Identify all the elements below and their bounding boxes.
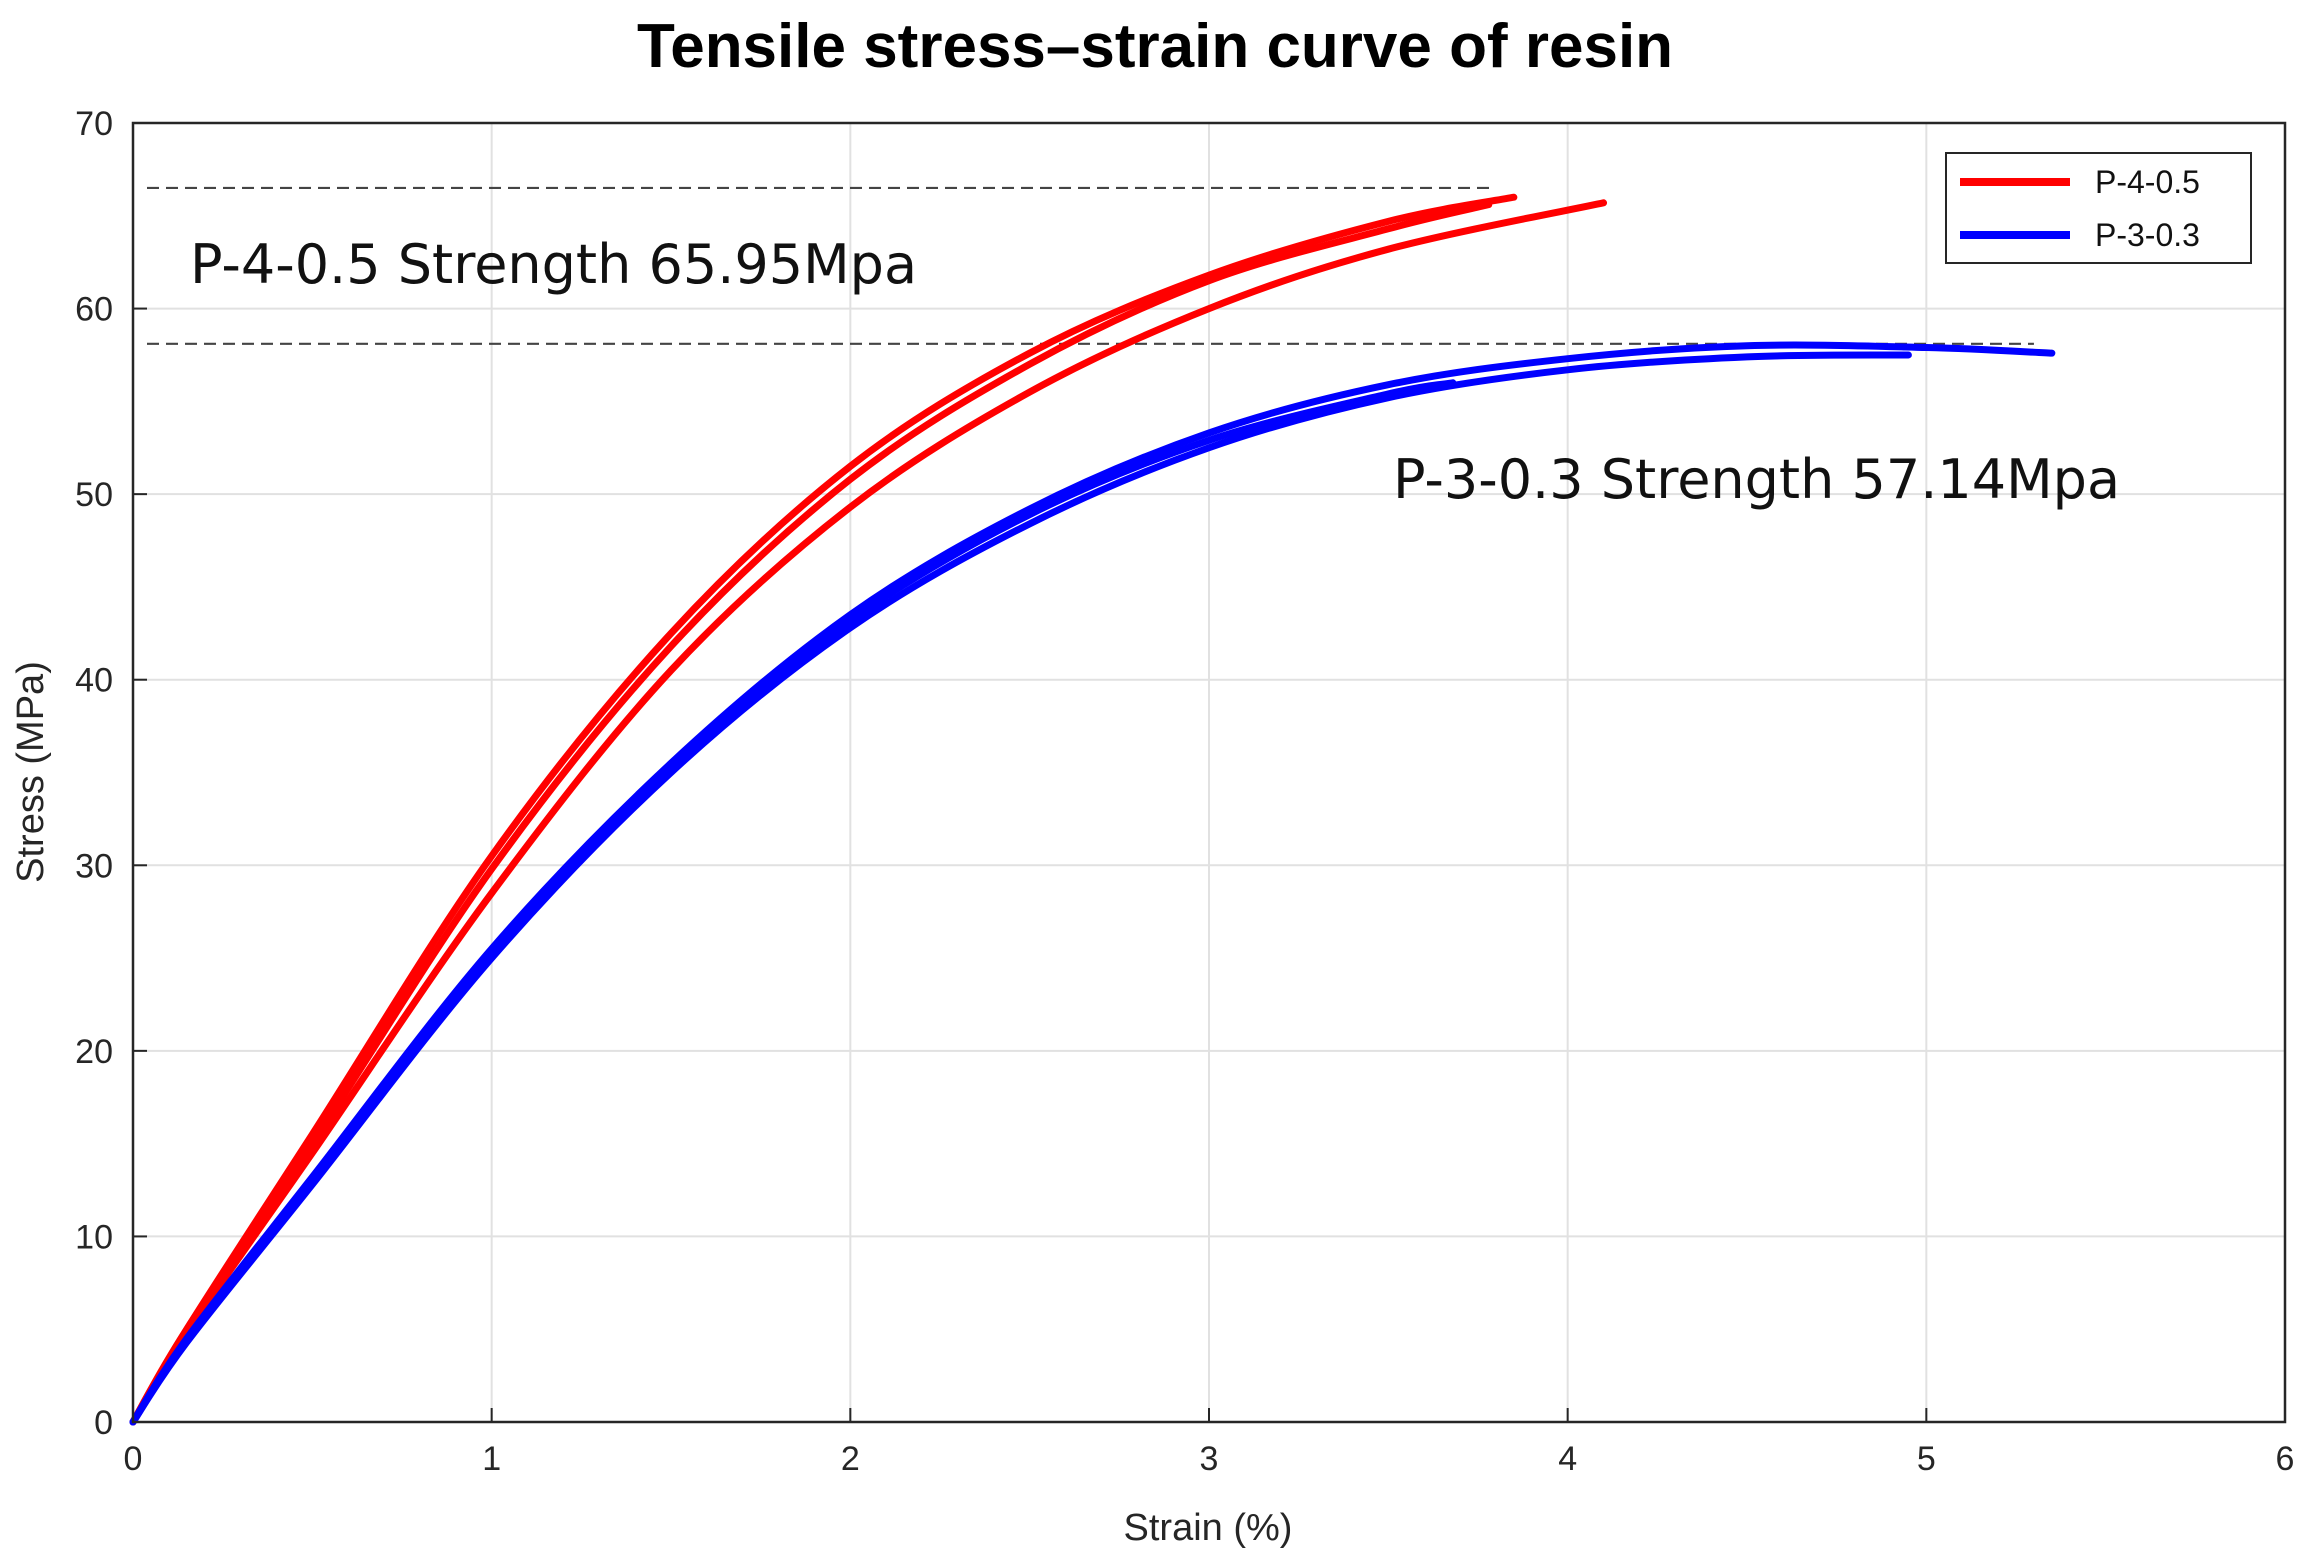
y-tick-label: 50: [75, 476, 113, 514]
legend-box: [1945, 152, 2252, 264]
y-tick-label: 40: [75, 662, 113, 700]
x-tick-label: 3: [1200, 1440, 1219, 1478]
x-tick-label: 4: [1558, 1440, 1577, 1478]
series-line-p-4-0-5: [129, 199, 1608, 1426]
y-tick-label: 10: [75, 1218, 113, 1256]
x-tick-label: 5: [1917, 1440, 1936, 1478]
annotation-p-3-0-3-strength: P-3-0.3 Strength 57.14Mpa: [1393, 448, 2120, 511]
grid-lines: [132, 122, 2286, 1423]
y-tick-label: 70: [75, 105, 113, 143]
legend: P-4-0.5 P-3-0.3: [1945, 152, 2252, 264]
y-tick-label: 30: [75, 847, 113, 885]
x-tick-label: 2: [841, 1440, 860, 1478]
annotation-p-4-0-5-strength: P-4-0.5 Strength 65.95Mpa: [190, 233, 917, 296]
x-tick-label: 0: [124, 1440, 143, 1478]
series-line-p-4-0-5: [129, 193, 1518, 1426]
y-tick-label: 20: [75, 1033, 113, 1071]
x-axis-label: Strain (%): [1124, 1507, 1293, 1549]
x-tick-label: 6: [2276, 1440, 2295, 1478]
y-tick-label: 60: [75, 291, 113, 329]
x-tick-label: 1: [482, 1440, 501, 1478]
series-line-p-3-0-3: [129, 351, 1912, 1426]
series-line-p-3-0-3: [129, 379, 1457, 1426]
legend-label-p-3-0-3: P-3-0.3: [2095, 217, 2200, 253]
y-tick-label: 0: [94, 1404, 113, 1442]
y-axis-label: Stress (MPa): [10, 661, 52, 883]
strength-reference-lines: [147, 186, 2034, 345]
chart-title: Tensile stress–strain curve of resin: [637, 12, 1673, 81]
legend-label-p-4-0-5: P-4-0.5: [2095, 164, 2200, 200]
series-line-p-4-0-5: [129, 201, 1493, 1426]
data-series: [129, 193, 2056, 1426]
